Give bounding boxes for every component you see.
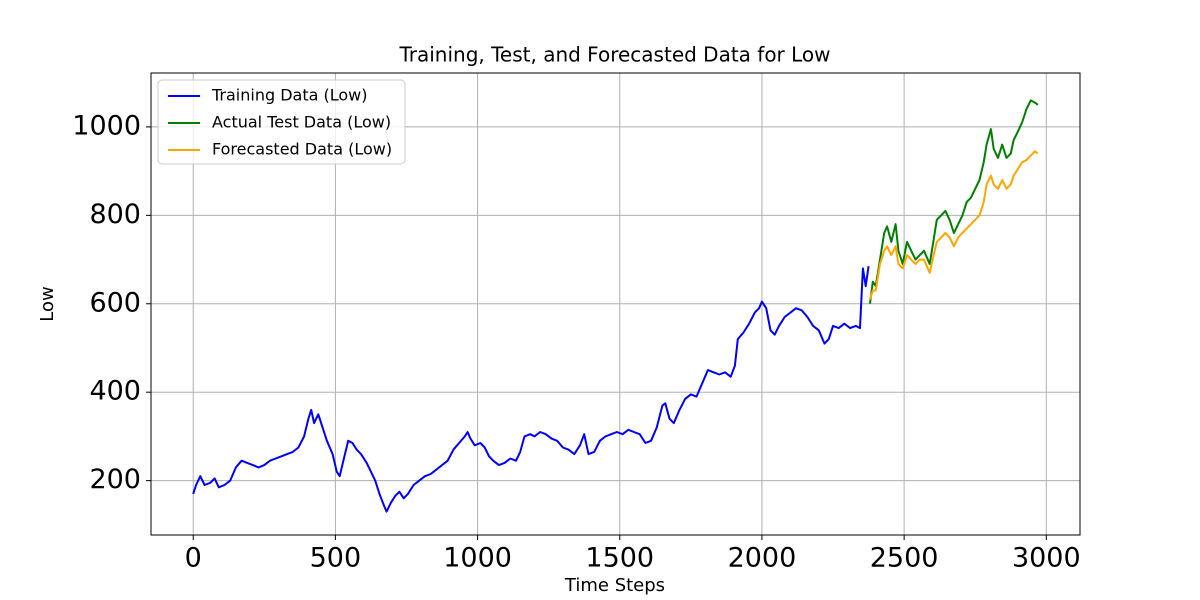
- x-tick-label: 1000: [443, 543, 512, 574]
- legend-box: [157, 79, 406, 165]
- y-tick-label: 800: [89, 199, 141, 230]
- x-tick-label: 2000: [728, 543, 797, 574]
- legend: Training Data (Low) Actual Test Data (Low…: [157, 79, 406, 165]
- legend-label: Actual Test Data (Low): [212, 113, 391, 132]
- x-tick-label: 3000: [1012, 543, 1081, 574]
- y-tick-label: 200: [89, 464, 141, 495]
- chart-title: Training, Test, and Forecasted Data for …: [398, 43, 830, 67]
- x-axis-label: Time Steps: [564, 575, 665, 596]
- y-tick-label: 400: [89, 376, 141, 407]
- series-line: [869, 150, 1039, 300]
- x-tick-label: 0: [185, 543, 202, 574]
- y-axis-label: Low: [37, 286, 58, 321]
- x-tick-label: 1500: [585, 543, 654, 574]
- series-line: [192, 266, 870, 513]
- y-tick-label: 600: [89, 287, 141, 318]
- y-tick-label: 1000: [72, 110, 141, 141]
- series-line: [869, 99, 1039, 304]
- legend-label: Forecasted Data (Low): [212, 140, 392, 159]
- x-tick-label: 2500: [870, 543, 939, 574]
- x-tick-label: 500: [310, 543, 362, 574]
- legend-label: Training Data (Low): [211, 86, 368, 105]
- plot-frame: [150, 72, 1081, 536]
